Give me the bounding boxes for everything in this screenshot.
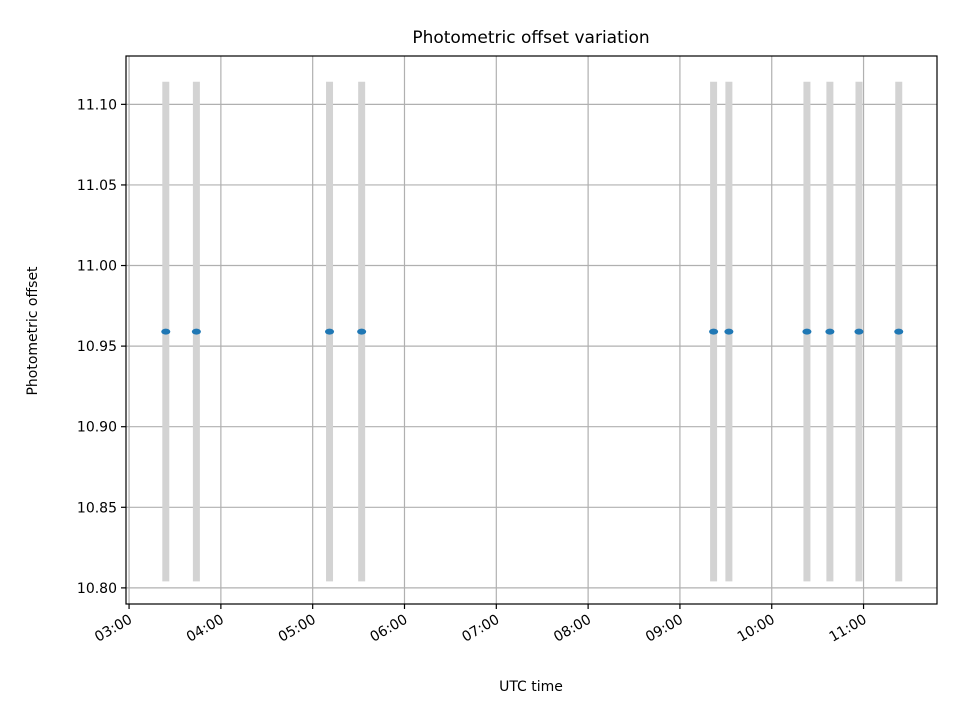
- data-point: [854, 328, 864, 335]
- data-point: [709, 328, 719, 335]
- y-axis-title: Photometric offset: [25, 266, 41, 396]
- x-tick-label: 09:00: [643, 612, 686, 646]
- data-point: [724, 328, 734, 335]
- plot-area-frame: [125, 55, 938, 605]
- data-point: [357, 328, 367, 335]
- x-axis-ticks: 03:00 04:00 05:00 06:00 07:00 08:00 09:00 10:00…: [92, 604, 870, 646]
- data-point: [894, 328, 904, 335]
- x-tick-label: 06:00: [368, 612, 411, 646]
- x-axis-title: UTC time: [499, 679, 563, 695]
- data-point: [802, 328, 812, 335]
- x-tick-label: 03:00: [92, 612, 135, 646]
- x-tick-label: 05:00: [276, 612, 319, 646]
- y-tick-label: 11.05: [77, 178, 117, 194]
- y-axis-ticks: 10.80 10.85 10.90 10.95 11.00 11.05 11.10: [77, 97, 126, 597]
- y-tick-label: 10.95: [77, 339, 117, 355]
- data-point: [161, 328, 171, 335]
- x-tick-label: 07:00: [459, 612, 502, 646]
- data-point: [325, 328, 335, 335]
- x-tick-label: 11:00: [827, 612, 870, 646]
- chart-title: Photometric offset variation: [412, 28, 649, 48]
- data-point: [191, 328, 201, 335]
- y-tick-label: 11.00: [77, 259, 117, 275]
- y-tick-label: 10.90: [77, 420, 117, 436]
- x-tick-label: 10:00: [735, 612, 778, 646]
- y-tick-label: 11.10: [77, 97, 117, 113]
- data-point: [825, 328, 835, 335]
- y-tick-label: 10.85: [77, 500, 117, 516]
- grid: [126, 56, 937, 604]
- data-points: [161, 328, 904, 335]
- error-bars: [162, 81, 903, 582]
- x-tick-label: 04:00: [184, 612, 227, 646]
- x-tick-label: 08:00: [551, 612, 594, 646]
- y-tick-label: 10.80: [77, 581, 117, 597]
